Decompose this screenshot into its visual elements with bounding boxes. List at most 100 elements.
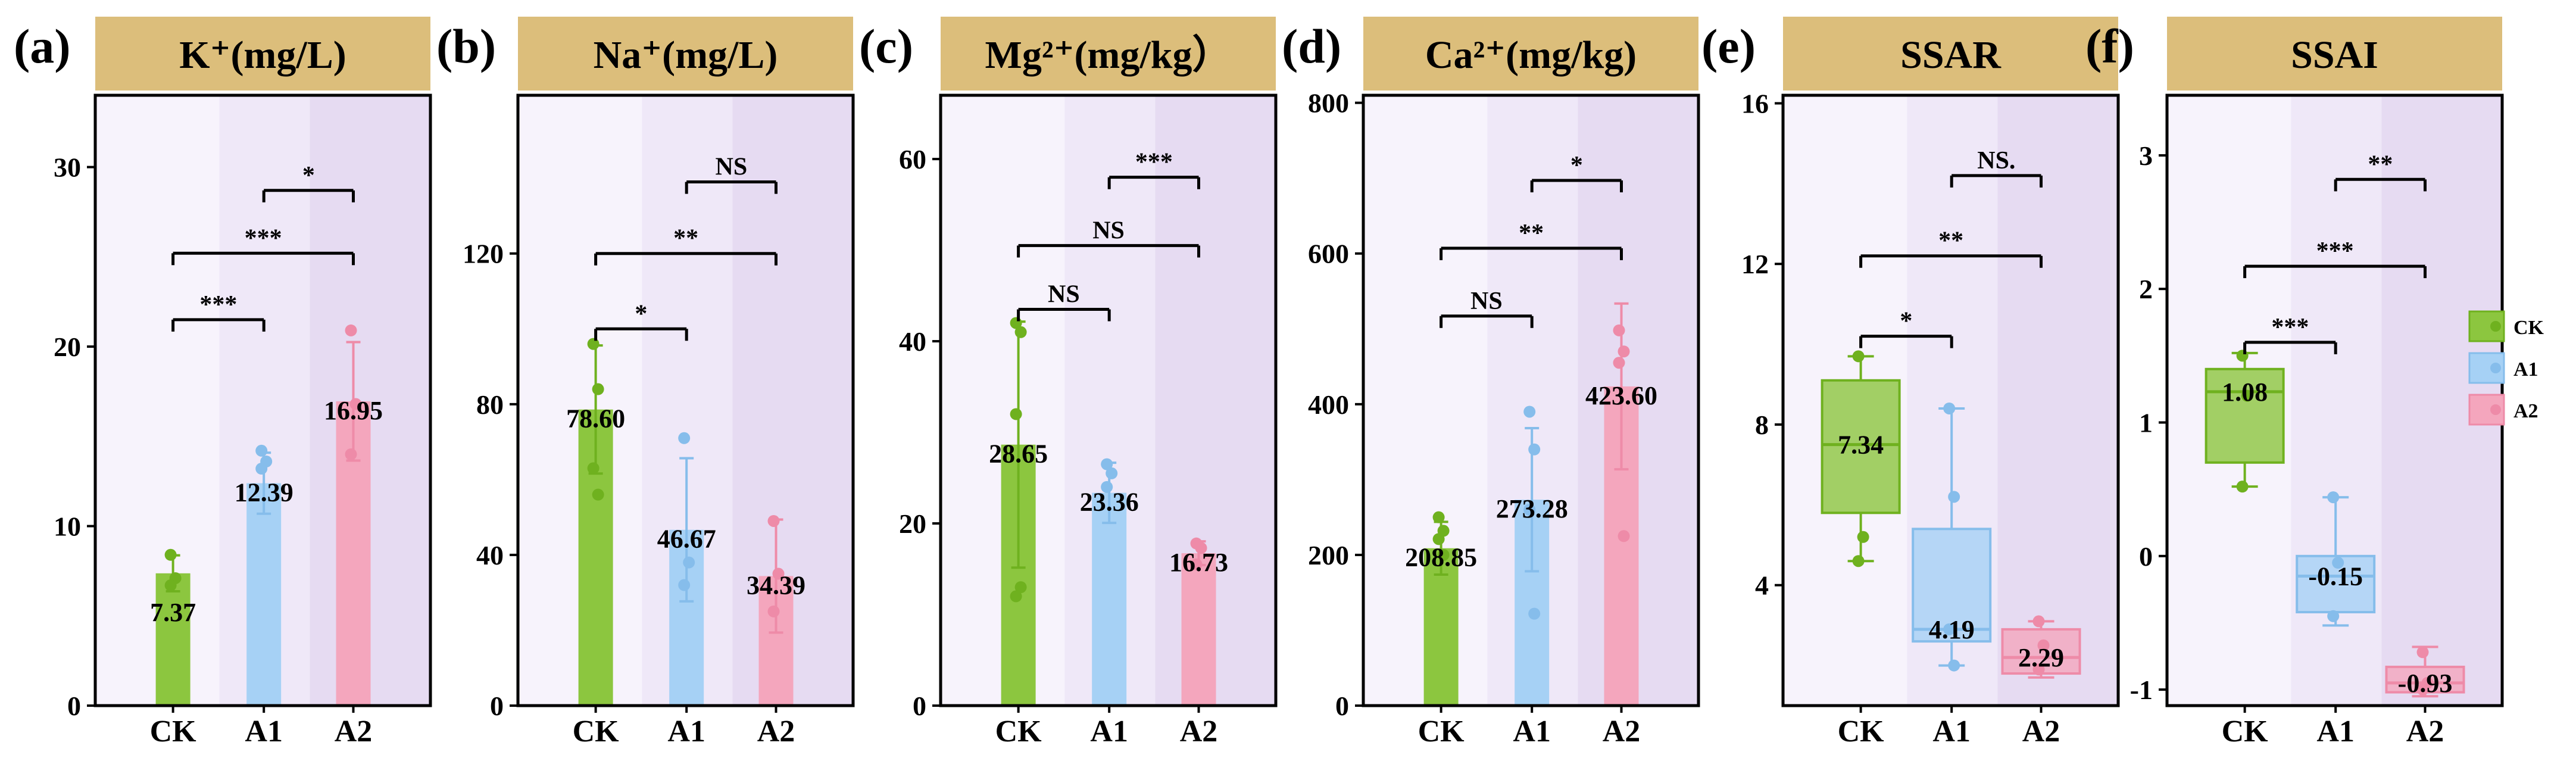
y-tick-label: 0: [2139, 541, 2153, 572]
legend-a2-dot: [2490, 404, 2501, 415]
panel-letter: (e): [1701, 19, 1756, 73]
box-ck: [1821, 379, 1901, 514]
x-category-ck: CK: [2222, 715, 2269, 748]
data-point-a2: [767, 605, 780, 617]
value-label-a2: 2.29: [2018, 643, 2064, 672]
data-point-a2: [349, 398, 362, 410]
data-point-a1: [1523, 503, 1536, 516]
data-point-a1: [1948, 491, 1960, 503]
legend-a1-dot: [2490, 363, 2501, 373]
data-point-a1: [678, 579, 691, 591]
data-point-a2: [2032, 615, 2045, 628]
data-point-a1: [678, 432, 691, 444]
y-tick-label: 0: [913, 691, 926, 721]
data-point-a1: [1528, 443, 1541, 456]
y-tick-label: 3: [2139, 141, 2153, 171]
x-category-a2: A2: [1180, 715, 1218, 748]
value-label-ck: 78.60: [566, 404, 625, 433]
sig-label: *: [1570, 152, 1583, 179]
bar-a2: [1181, 553, 1216, 706]
data-point-a2: [345, 448, 357, 460]
plot-frame: [93, 93, 432, 707]
data-point-a1: [1101, 458, 1113, 470]
value-label-a1: 23.36: [1080, 488, 1139, 517]
value-label-a1: 46.67: [657, 525, 716, 554]
value-label-a2: -0.93: [2398, 669, 2453, 698]
data-point-a1: [1943, 623, 1956, 635]
legend-a2-label: A2: [2513, 400, 2538, 422]
legend-ck-dot: [2490, 321, 2501, 332]
x-category-ck: CK: [995, 715, 1042, 748]
y-tick-label: 0: [1335, 691, 1349, 721]
bar-a1: [246, 483, 282, 706]
sig-label: **: [2368, 151, 2393, 178]
background-band-a2: [1997, 95, 2118, 706]
sig-label: *: [1900, 308, 1912, 335]
data-point-ck: [1857, 531, 1869, 543]
data-point-ck: [587, 462, 599, 475]
data-point-ck: [1010, 408, 1022, 420]
y-tick-label: 20: [54, 332, 81, 362]
panel-b: (b) Na⁺(mg/L) 0 40 80 120 78.60 CK 46.67 A1 34.39 A…: [436, 17, 855, 748]
y-tick-label: 200: [1308, 540, 1349, 570]
value-label-a1: 4.19: [1929, 615, 1975, 644]
box-a1: [1912, 528, 1992, 643]
x-category-ck: CK: [1418, 715, 1465, 748]
panel-title: SSAI: [2291, 33, 2378, 77]
panel-c: (c) Mg²⁺(mg/kg） 0 20 40 60 28.65 CK 23.36 A1 16.73…: [859, 17, 1278, 748]
y-tick-label: 600: [1308, 239, 1349, 269]
panel-title: Na⁺(mg/L): [594, 33, 778, 77]
y-tick-label: 1: [2139, 408, 2153, 438]
panel-letter: (a): [14, 19, 71, 73]
x-category-ck: CK: [573, 715, 620, 748]
plot-frame: [939, 93, 1278, 707]
y-tick-label: 40: [476, 540, 504, 570]
legend-item-a2: A2: [2468, 394, 2538, 426]
panel-title: Mg²⁺(mg/kg）: [985, 33, 1232, 77]
y-tick-label: 12: [1741, 249, 1769, 279]
data-point-ck: [2236, 350, 2249, 362]
data-point-a1: [1101, 481, 1113, 493]
y-tick-label: 0: [67, 691, 81, 721]
x-category-a2: A2: [1603, 715, 1641, 748]
data-point-ck: [1852, 350, 1865, 363]
panel-letter: (b): [436, 19, 496, 73]
x-category-a2: A2: [2406, 715, 2444, 748]
value-label-a2: 34.39: [747, 570, 805, 600]
data-point-a1: [1528, 607, 1541, 620]
y-tick-label: 60: [899, 144, 926, 174]
legend-ck-label: CK: [2513, 317, 2544, 339]
data-point-ck: [587, 338, 599, 350]
plot-frame: [516, 93, 855, 707]
x-category-a1: A1: [245, 715, 283, 748]
value-label-a1: -0.15: [2308, 562, 2363, 591]
data-point-a1: [1948, 659, 1960, 672]
box-ck: [2205, 367, 2285, 464]
sig-label: ***: [2316, 238, 2354, 265]
x-category-ck: CK: [150, 715, 197, 748]
x-category-a1: A1: [1513, 715, 1551, 748]
data-point-ck: [164, 548, 177, 561]
data-point-a2: [2032, 663, 2045, 676]
x-category-a2: A2: [757, 715, 795, 748]
data-point-a2: [1613, 357, 1625, 369]
value-label-ck: 7.34: [1838, 431, 1884, 460]
y-tick-label: 2: [2139, 274, 2153, 304]
data-point-a2: [2416, 646, 2429, 659]
y-tick-label: 30: [54, 152, 81, 183]
value-label-a1: 273.28: [1496, 494, 1568, 523]
data-point-a1: [2332, 557, 2344, 569]
value-label-a2: 16.73: [1169, 548, 1228, 577]
value-label-ck: 28.65: [989, 439, 1048, 469]
sig-label: NS.: [1977, 147, 2015, 174]
panel-header-bg: [518, 17, 853, 91]
sig-label: NS: [715, 154, 747, 181]
data-point-a1: [1523, 406, 1536, 418]
plot-frame: [1362, 93, 1700, 707]
legend-item-a1: A1: [2468, 352, 2538, 384]
y-tick-label: 800: [1308, 88, 1349, 118]
data-point-a2: [345, 324, 357, 336]
x-category-a1: A1: [2316, 715, 2355, 748]
data-point-a1: [683, 556, 695, 569]
